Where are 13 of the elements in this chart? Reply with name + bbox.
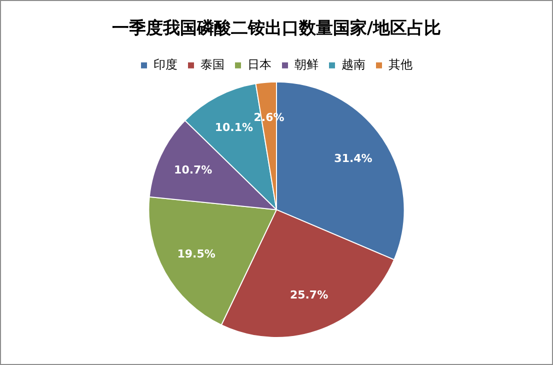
legend-label: 日本 (248, 58, 272, 72)
legend-label: 其他 (388, 58, 412, 72)
data-label: 10.1% (214, 120, 254, 134)
data-label: 2.6% (254, 110, 284, 124)
chart-title: 一季度我国磷酸二铵出口数量国家/地区占比 (112, 18, 442, 39)
data-label: 19.5% (177, 248, 216, 261)
legend-label: 泰国 (200, 58, 224, 72)
legend-label: 朝鲜 (294, 58, 318, 72)
data-label: 25.7% (290, 288, 328, 302)
legend-label: 印度 (154, 58, 178, 72)
data-label: 31.4% (334, 152, 372, 165)
data-label: 10.7% (174, 164, 212, 177)
legend-label: 越南 (342, 58, 366, 72)
